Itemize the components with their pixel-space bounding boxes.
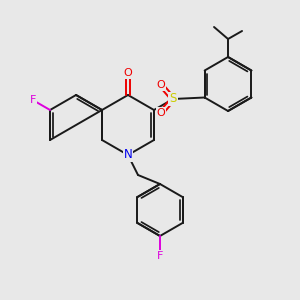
Text: N: N: [124, 148, 132, 161]
Text: F: F: [157, 251, 163, 261]
Text: S: S: [169, 92, 177, 106]
Text: F: F: [29, 95, 36, 105]
Text: O: O: [157, 80, 165, 90]
Text: O: O: [157, 108, 165, 118]
Text: O: O: [124, 68, 132, 78]
